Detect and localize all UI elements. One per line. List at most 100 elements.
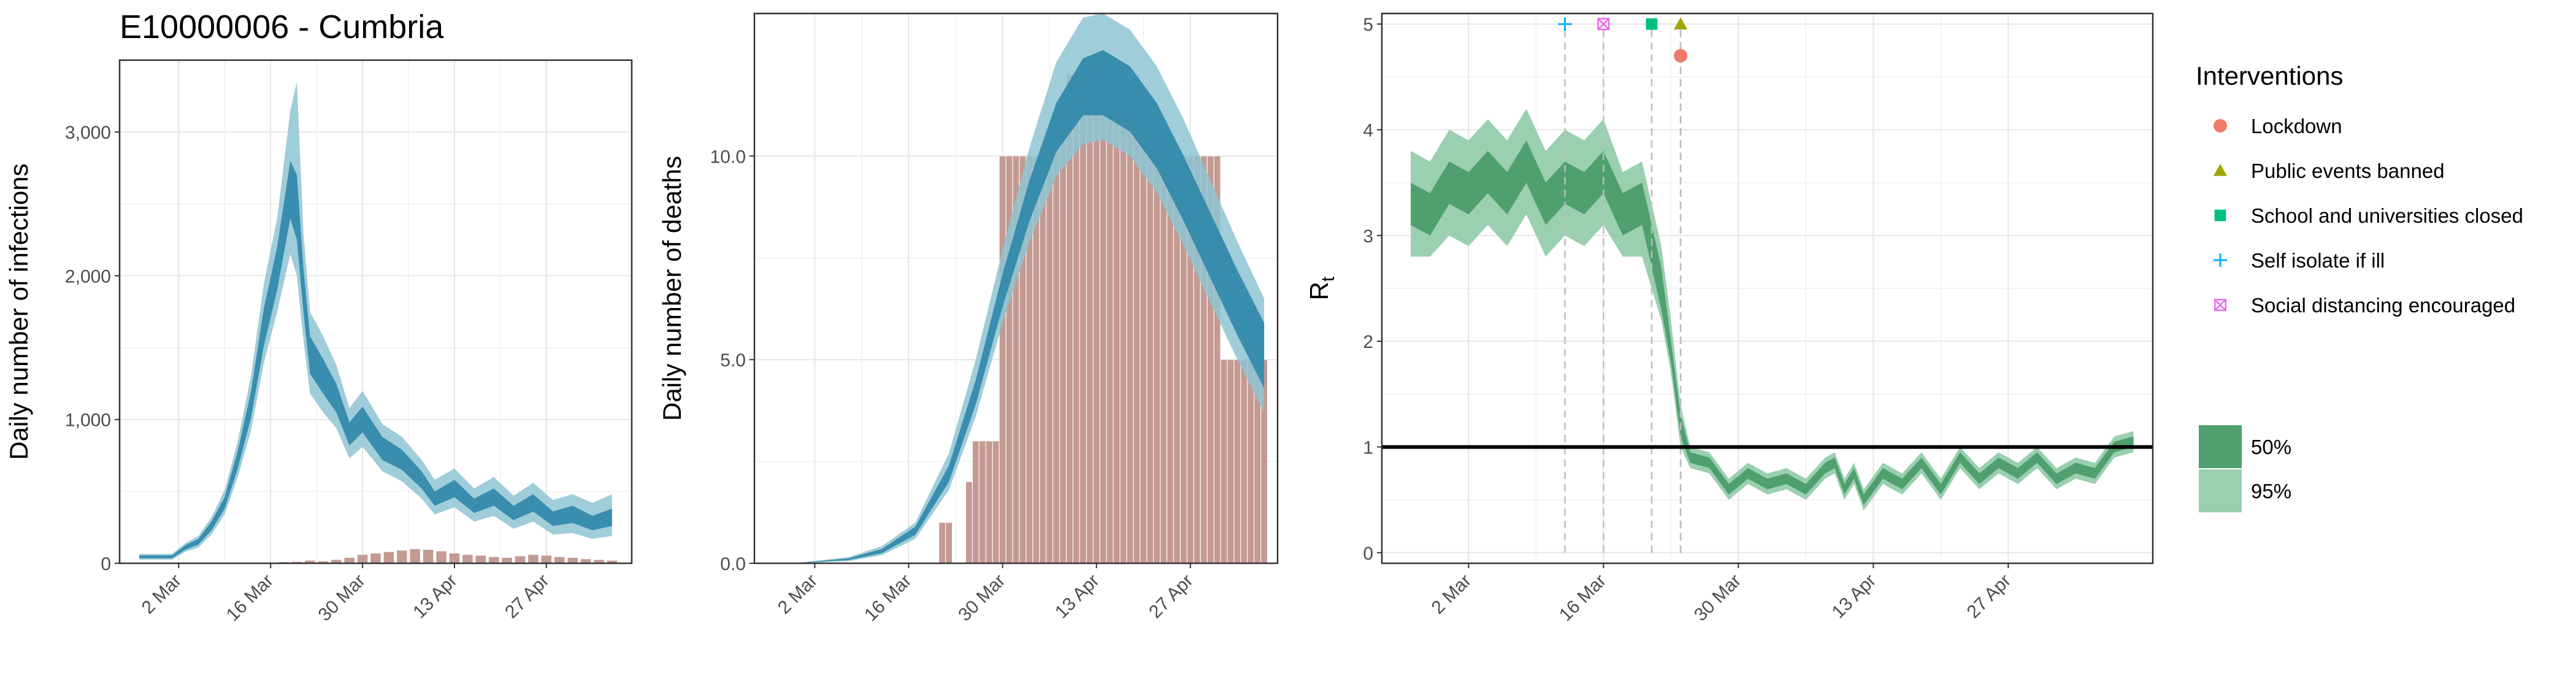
y-tick-label: 5.0 (720, 350, 746, 371)
ci50-band (1411, 140, 2134, 506)
legend-key-triangle (2214, 164, 2227, 176)
y-axis-title-subscript: t (1318, 276, 1338, 282)
bar (409, 549, 421, 564)
bar (1233, 359, 1241, 564)
rt-panel: 0 1 2 3 4 5 2 Mar 16 Mar 30 Mar 13 Apr 27 Apr Rt (1305, 12, 2154, 625)
y-axis-title: Daily number of infections (4, 163, 33, 460)
bar (992, 441, 1000, 564)
bar (540, 555, 552, 564)
panel-border (753, 12, 1279, 565)
bar (965, 481, 973, 564)
plot-background (120, 60, 632, 563)
legend-item-label: Public events banned (2251, 160, 2445, 182)
bar (462, 554, 473, 564)
legend-key-circle (2214, 119, 2227, 133)
x-tick-label: 16 Mar (1555, 571, 1610, 625)
x-tick-label: 27 Apr (1963, 571, 2015, 623)
y-tick-label: 0.0 (720, 554, 746, 574)
bar (475, 555, 486, 564)
panel-border (118, 59, 633, 565)
bar (1086, 74, 1094, 564)
y-tick-label: 0 (101, 554, 111, 574)
bar (357, 554, 368, 564)
bar (567, 557, 578, 564)
infections-panel: 0 1,000 2,000 3,000 2 Mar 16 Mar 30 Mar 13 Apr 2… (4, 59, 633, 625)
x-tick-label: 30 Mar (954, 571, 1009, 625)
y-tick-label: 4 (1363, 121, 1373, 141)
chart-title: E10000006 - Cumbria (120, 9, 444, 45)
bar (1059, 115, 1067, 564)
bar (972, 441, 979, 564)
y-tick-label: 2,000 (65, 266, 111, 287)
bar (554, 557, 565, 564)
bar (1146, 155, 1154, 564)
y-axis-title: Daily number of deaths (657, 156, 686, 421)
bar (1052, 115, 1060, 564)
bar (1126, 115, 1133, 564)
x-tick-label: 27 Apr (1145, 571, 1197, 623)
bar (1046, 155, 1053, 564)
legend-ci-label: 50% (2251, 436, 2291, 458)
bar (1079, 74, 1087, 564)
legend-item-label: Lockdown (2251, 115, 2342, 137)
bar (1153, 155, 1160, 564)
y-tick-label: 5 (1363, 15, 1373, 35)
x-tick-label: 2 Mar (1428, 571, 1476, 619)
ci50-band (139, 161, 612, 558)
y-tick-label: 3 (1363, 226, 1373, 247)
legend: Interventions Lockdown Public events banne… (2196, 61, 2523, 512)
y-tick-label: 1,000 (65, 410, 111, 431)
x-tick-label: 16 Mar (861, 571, 915, 625)
y-tick-label: 1 (1363, 437, 1373, 458)
bar (999, 155, 1006, 564)
intervention-marker (1558, 17, 1572, 31)
bar (1140, 115, 1147, 564)
deaths-panel: 0.0 5.0 10.0 2 Mar 16 Mar 30 Mar 13 Apr 27 Apr D… (657, 12, 1279, 625)
bar (383, 551, 394, 564)
legend-key-square (2214, 209, 2226, 222)
bar (1227, 359, 1234, 564)
bar (527, 554, 539, 564)
bar (1039, 155, 1046, 564)
x-tick-label: 13 Apr (1051, 571, 1103, 623)
panel-border (1381, 12, 2154, 565)
x-tick-label: 30 Mar (1690, 571, 1745, 625)
y-axis-title: Rt (1305, 276, 1338, 300)
legend-ci-swatch (2199, 469, 2242, 512)
legend-item-label: Social distancing encouraged (2251, 294, 2515, 317)
bar (515, 555, 526, 564)
y-tick-label: 10.0 (710, 147, 746, 167)
intervention-marker (1646, 18, 1658, 30)
x-tick-label: 2 Mar (138, 571, 186, 619)
x-tick-label: 16 Mar (223, 571, 277, 625)
bar (1100, 74, 1107, 564)
bar (1160, 155, 1167, 564)
x-tick-label: 30 Mar (315, 571, 369, 625)
bar (1240, 359, 1248, 564)
y-tick-label: 0 (1363, 544, 1373, 564)
legend-title: Interventions (2196, 61, 2343, 90)
intervention-marker (1674, 48, 1688, 63)
bar (435, 550, 447, 564)
bar (396, 550, 408, 564)
y-tick-label: 2 (1363, 332, 1373, 352)
bar (488, 557, 500, 564)
legend-item-label: Self isolate if ill (2251, 249, 2385, 272)
legend-key-boxx (2214, 298, 2227, 312)
x-tick-label: 13 Apr (1828, 571, 1880, 623)
intervention-marker (1674, 17, 1688, 30)
bar (986, 441, 993, 564)
bar (938, 522, 946, 564)
x-tick-label: 13 Apr (409, 571, 461, 623)
bar (423, 549, 434, 564)
bar (1093, 74, 1100, 564)
bar (1221, 359, 1228, 564)
y-tick-label: 3,000 (65, 123, 111, 143)
bar (1113, 115, 1121, 564)
legend-item-label: School and universities closed (2251, 204, 2523, 227)
x-tick-label: 27 Apr (501, 571, 553, 623)
bar (1119, 115, 1127, 564)
legend-key-plus (2214, 253, 2227, 267)
